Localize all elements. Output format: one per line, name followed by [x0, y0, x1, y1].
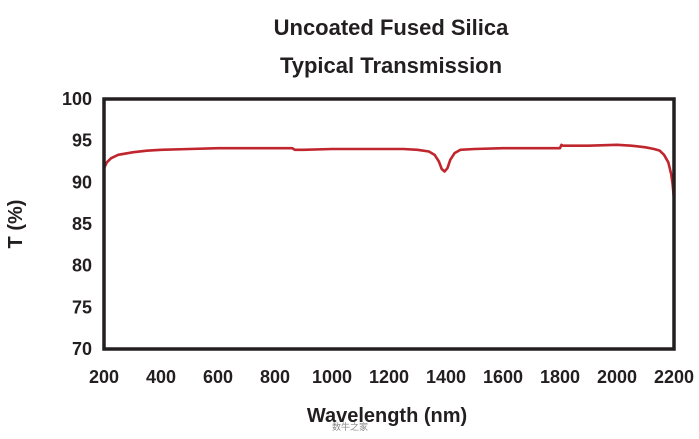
x-tick-label: 1000 [312, 367, 352, 387]
transmission-series-line [102, 143, 676, 201]
y-tick-label: 70 [72, 339, 92, 359]
watermark: 数牛之家 [332, 421, 368, 433]
x-tick-label: 2200 [654, 367, 694, 387]
plot-area-frame [102, 97, 676, 351]
y-tick-label: 75 [72, 297, 92, 317]
x-tick-labels: 200 400 600 800 1000 1200 1400 1600 1800 2000 2200 [89, 367, 694, 387]
x-tick-label: 600 [203, 367, 233, 387]
x-axis-label: Wavelength (nm) [307, 405, 467, 427]
chart-subtitle: Typical Transmission [280, 53, 502, 78]
x-tick-label: 1400 [426, 367, 466, 387]
chart-title: Uncoated Fused Silica [274, 15, 509, 40]
y-axis-label: T (%) [5, 200, 27, 249]
x-tick-label: 1200 [369, 367, 409, 387]
x-tick-label: 2000 [597, 367, 637, 387]
x-tick-label: 800 [260, 367, 290, 387]
y-tick-label: 100 [62, 89, 92, 109]
x-tick-label: 1600 [483, 367, 523, 387]
x-tick-label: 200 [89, 367, 119, 387]
x-tick-label: 1800 [540, 367, 580, 387]
x-tick-label: 400 [146, 367, 176, 387]
y-tick-label: 85 [72, 214, 92, 234]
y-tick-label: 80 [72, 256, 92, 276]
y-tick-label: 90 [72, 172, 92, 192]
y-tick-label: 95 [72, 131, 92, 151]
y-tick-labels: 70 75 80 85 90 95 100 [62, 89, 92, 359]
